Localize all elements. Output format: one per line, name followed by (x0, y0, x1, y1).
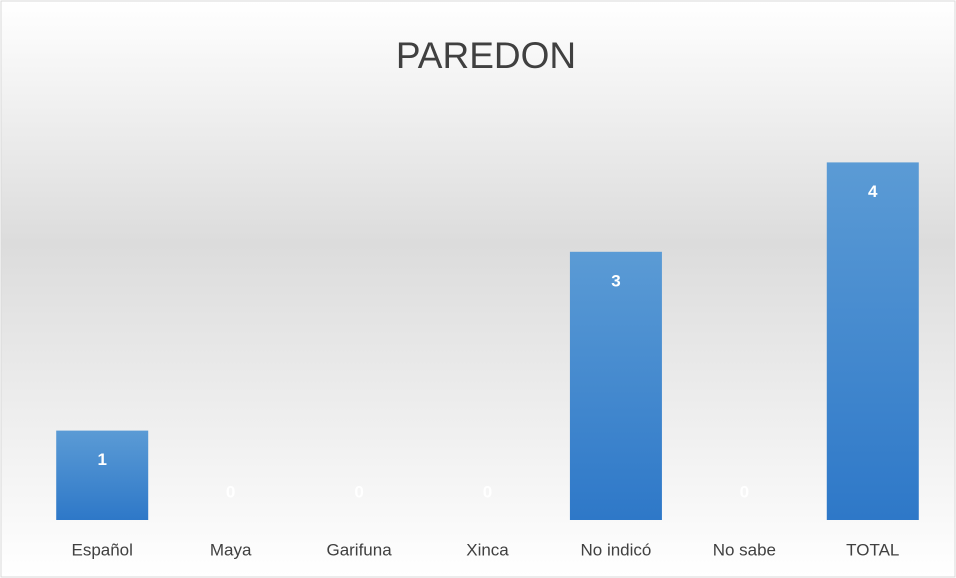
data-label: 4 (868, 182, 878, 201)
data-label: 0 (226, 482, 235, 501)
x-tick-label: Xinca (466, 540, 509, 559)
x-tick-label: TOTAL (846, 540, 899, 559)
bar (569, 251, 662, 521)
x-tick-label: Garifuna (326, 540, 392, 559)
chart-title: PAREDON (396, 35, 576, 76)
x-tick-label: Maya (210, 540, 252, 559)
x-tick-label: No sabe (713, 540, 776, 559)
bar (56, 430, 149, 520)
data-label: 0 (483, 482, 492, 501)
data-label: 1 (97, 450, 106, 469)
data-label: 0 (740, 482, 749, 501)
data-label: 0 (354, 482, 363, 501)
x-tick-label: No indicó (580, 540, 651, 559)
x-tick-label: Español (71, 540, 132, 559)
data-label: 3 (611, 271, 620, 290)
bar (826, 162, 919, 520)
